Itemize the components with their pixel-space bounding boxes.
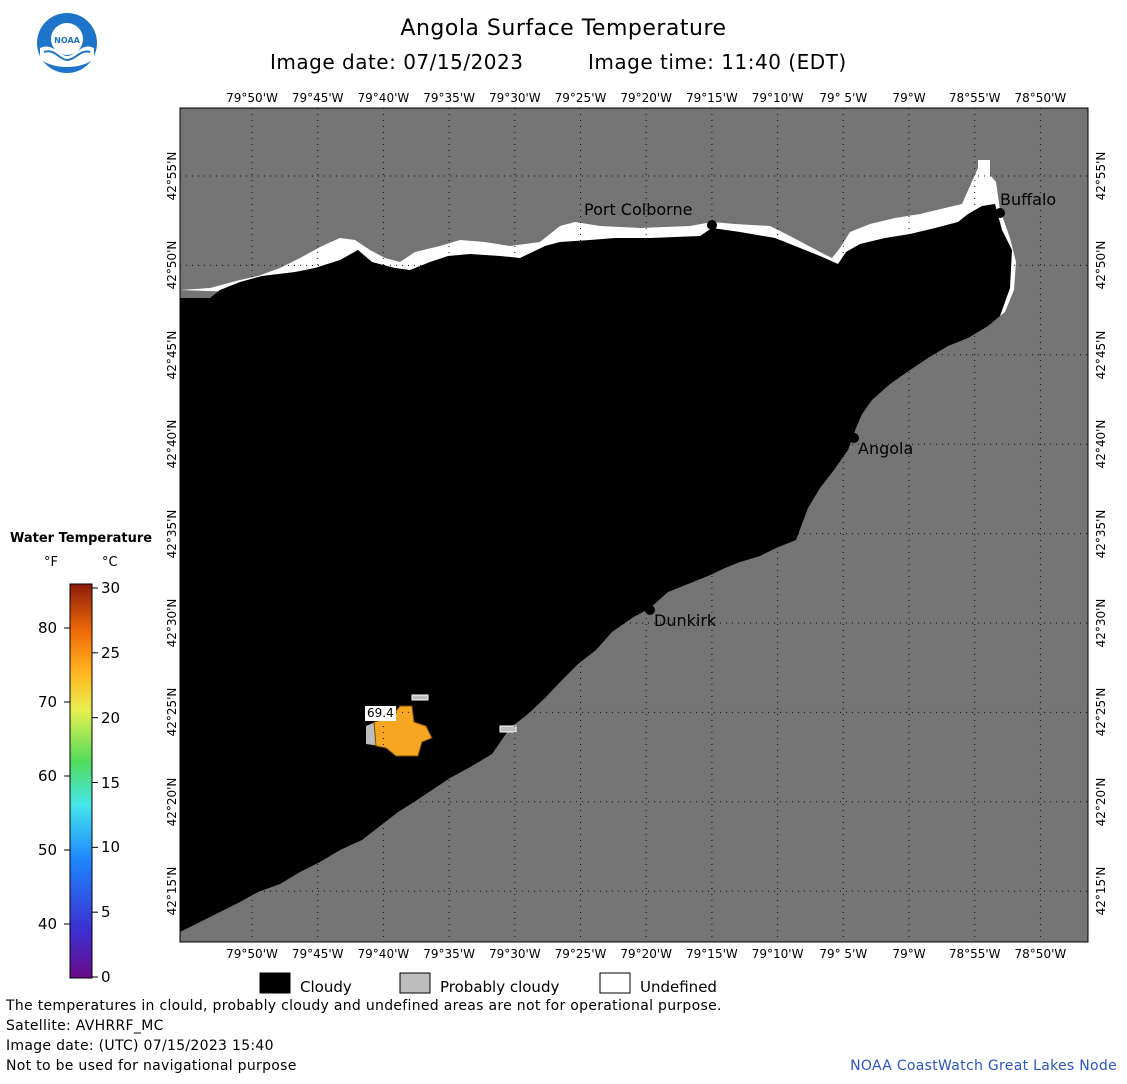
lat-label-left: 42°30'N: [165, 598, 179, 648]
lon-label-bottom: 78°50'W: [1014, 947, 1067, 961]
port-colborne-marker: [707, 220, 717, 230]
label-buffalo: Buffalo: [1000, 190, 1057, 209]
lat-label-right: 42°50'N: [1094, 240, 1108, 290]
image-date: Image date: 07/15/2023: [270, 50, 524, 74]
lon-label-top: 78°55'W: [948, 91, 1001, 105]
lat-label-left: 42°20'N: [165, 777, 179, 827]
credit-link[interactable]: NOAA CoastWatch Great Lakes Node: [850, 1058, 1117, 1074]
undefined-swatch: [599, 972, 631, 994]
lon-label-bottom: 79°35'W: [423, 947, 475, 961]
celsius-tick-label: 5: [101, 903, 111, 922]
lon-label-bottom: 79°45'W: [291, 947, 344, 961]
lon-label-top: 78°50'W: [1014, 91, 1067, 105]
lat-label-left: 42°50'N: [165, 240, 179, 290]
probably-cloudy-swatch: [399, 972, 431, 994]
lat-label-right: 42°35'N: [1094, 509, 1108, 559]
celsius-tick-label: 20: [101, 708, 121, 727]
lon-label-top: 79°40'W: [357, 91, 410, 105]
footer-utc-date: Image date: (UTC) 07/15/2023 15:40: [6, 1038, 274, 1054]
key-undefined-label: Undefined: [640, 978, 717, 996]
lon-label-bottom: 79°50'W: [226, 947, 278, 961]
footer-satellite: Satellite: AVHRRF_MC: [6, 1018, 164, 1034]
noaa-logo-text: NOAA: [54, 36, 80, 45]
fahrenheit-tick-label: 80: [38, 619, 58, 637]
lon-label-top: 79°45'W: [291, 91, 344, 105]
unit-fahrenheit: °F: [44, 555, 58, 570]
lon-label-top: 79°20'W: [620, 91, 673, 105]
buffalo-marker: [995, 208, 1005, 218]
temperature-colorbar: [69, 583, 93, 979]
footer-navigation-warning: Not to be used for navigational purpose: [6, 1058, 297, 1074]
fahrenheit-tick-label: 50: [38, 841, 58, 859]
celsius-tick-label: 30: [101, 579, 121, 597]
lon-label-top: 79°25'W: [554, 91, 607, 105]
probably-cloudy-speck-2: [499, 725, 517, 733]
lon-label-bottom: 79°20'W: [620, 947, 673, 961]
cloudy-swatch: [259, 972, 291, 994]
noaa-logo: NOAA: [37, 13, 97, 73]
label-dunkirk: Dunkirk: [654, 611, 717, 630]
lat-label-right: 42°55'N: [1094, 151, 1108, 201]
lon-label-bottom: 79°30'W: [488, 947, 541, 961]
lon-label-top: 79° 5'W: [819, 91, 868, 105]
lat-label-left: 42°45'N: [165, 330, 179, 380]
lon-label-bottom: 78°55'W: [948, 947, 1001, 961]
dunkirk-marker: [645, 605, 655, 615]
map-frame: [179, 107, 1089, 943]
lat-label-right: 42°25'N: [1094, 687, 1108, 737]
lon-label-top: 79°W: [892, 91, 926, 105]
legend-title: Water Temperature: [10, 531, 153, 546]
lon-label-top: 79°35'W: [423, 91, 475, 105]
key-probably-cloudy-label: Probably cloudy: [440, 978, 560, 996]
fahrenheit-tick-label: 70: [38, 693, 58, 711]
lon-label-bottom: 79°25'W: [554, 947, 607, 961]
celsius-tick-label: 15: [101, 773, 121, 792]
celsius-tick-label: 25: [101, 643, 121, 662]
lon-label-bottom: 79°15'W: [686, 947, 738, 961]
unit-celsius: °C: [102, 555, 118, 570]
lat-label-right: 42°20'N: [1094, 777, 1108, 827]
lat-label-left: 42°55'N: [165, 151, 179, 201]
fahrenheit-tick-label: 60: [38, 767, 58, 785]
lat-label-left: 42°35'N: [165, 509, 179, 559]
lon-label-bottom: 79° 5'W: [819, 947, 868, 961]
lon-label-top: 79°15'W: [686, 91, 738, 105]
angola-marker: [849, 433, 859, 443]
lon-label-top: 79°10'W: [751, 91, 804, 105]
lon-label-top: 79°30'W: [488, 91, 541, 105]
footer-disclaimer: The temperatures in clould, probably clo…: [6, 998, 722, 1014]
key-cloudy-label: Cloudy: [300, 978, 352, 996]
lat-label-right: 42°40'N: [1094, 419, 1108, 469]
lat-label-right: 42°30'N: [1094, 598, 1108, 648]
temperature-label: 69.4: [365, 706, 396, 721]
map-title: Angola Surface Temperature: [400, 16, 727, 41]
celsius-tick-label: 0: [101, 968, 111, 986]
lat-label-right: 42°15'N: [1094, 866, 1108, 916]
fahrenheit-tick-label: 40: [38, 915, 58, 933]
lat-label-right: 42°45'N: [1094, 330, 1108, 380]
label-angola: Angola: [858, 439, 914, 458]
lon-label-bottom: 79°10'W: [751, 947, 804, 961]
lat-label-left: 42°40'N: [165, 419, 179, 469]
lon-label-bottom: 79°40'W: [357, 947, 410, 961]
label-port-colborne: Port Colborne: [584, 200, 693, 219]
lon-label-top: 79°50'W: [226, 91, 278, 105]
probably-cloudy-speck: [411, 694, 429, 701]
graticule: [180, 108, 1088, 942]
celsius-tick-label: 10: [101, 838, 121, 857]
lon-label-bottom: 79°W: [892, 947, 926, 961]
lat-label-left: 42°15'N: [165, 866, 179, 916]
lat-label-left: 42°25'N: [165, 687, 179, 737]
image-time: Image time: 11:40 (EDT): [588, 50, 847, 74]
